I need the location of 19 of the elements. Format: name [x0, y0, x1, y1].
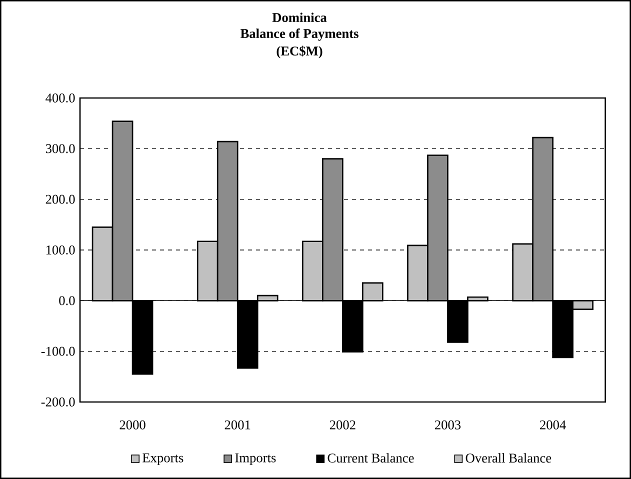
legend-label: Current Balance — [328, 453, 414, 463]
x-tick-label: 2004 — [540, 420, 566, 430]
y-tick-label: 300.0 — [46, 144, 75, 154]
legend-label: Imports — [235, 453, 276, 466]
y-tick-label: 100.0 — [46, 245, 75, 255]
chart-title: Dominica — [272, 12, 327, 22]
x-tick-label: 2000 — [120, 420, 146, 430]
legend-label: Exports — [142, 453, 184, 466]
x-tick-label: 2001 — [224, 420, 250, 430]
y-tick-label: 0.0 — [59, 296, 75, 306]
y-tick-label: -200.0 — [41, 397, 75, 407]
legend-label: Overall Balance — [466, 453, 552, 463]
x-tick-label: 2002 — [330, 420, 356, 430]
x-tick-label: 2003 — [434, 420, 461, 430]
y-tick-label: -100.0 — [41, 346, 75, 356]
y-tick-label: 400.0 — [46, 93, 75, 103]
y-tick-label: 200.0 — [46, 194, 75, 204]
chart-subtitle: Balance of Payments — [240, 28, 358, 41]
text: (EC$M) — [276, 46, 322, 58]
